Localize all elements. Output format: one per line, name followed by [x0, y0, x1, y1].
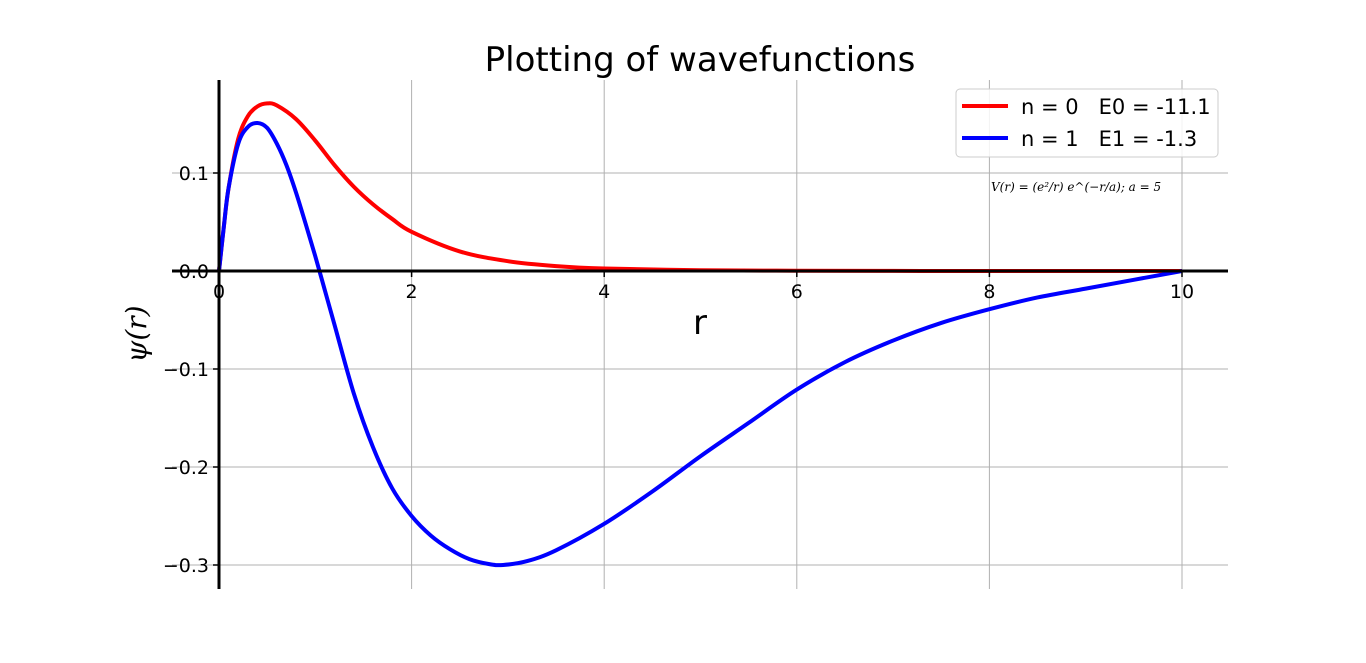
x-tick-label-1: 2 [406, 281, 418, 303]
x-tick-label-2: 4 [598, 281, 610, 303]
x-tick-label-0: 0 [213, 281, 225, 303]
legend: n = 0 E0 = -11.1 n = 1 E1 = -1.3 [955, 88, 1219, 158]
x-tick-label-5: 10 [1170, 281, 1194, 303]
chart-title: Plotting of wavefunctions [485, 40, 916, 80]
y-tick-label-0: 0.1 [179, 163, 209, 185]
x-axis-label: r [693, 303, 707, 343]
y-tick-label-4: −0.3 [163, 555, 209, 577]
x-tick-label-4: 8 [983, 281, 995, 303]
y-gridlines [172, 172, 1228, 566]
series-line-n1 [217, 121, 1183, 568]
legend-entry-n1: n = 1 E1 = -1.3 [1021, 127, 1197, 151]
legend-entry-n0: n = 0 E0 = -11.1 [1021, 95, 1211, 119]
legend-frame [955, 88, 1219, 158]
x-ticks: 0 2 4 6 8 10 [213, 271, 1194, 303]
y-tick-label-1: 0.0 [179, 261, 209, 283]
potential-annotation: V(r) = (e²/r) e^(−r/a); a = 5 [991, 180, 1161, 194]
y-ticks: 0.1 0.0 −0.1 −0.2 −0.3 [163, 163, 219, 577]
y-tick-label-2: −0.1 [163, 359, 209, 381]
y-tick-label-3: −0.2 [163, 457, 209, 479]
x-tick-label-3: 6 [791, 281, 803, 303]
y-axis-label: ψ(r) [120, 305, 153, 362]
